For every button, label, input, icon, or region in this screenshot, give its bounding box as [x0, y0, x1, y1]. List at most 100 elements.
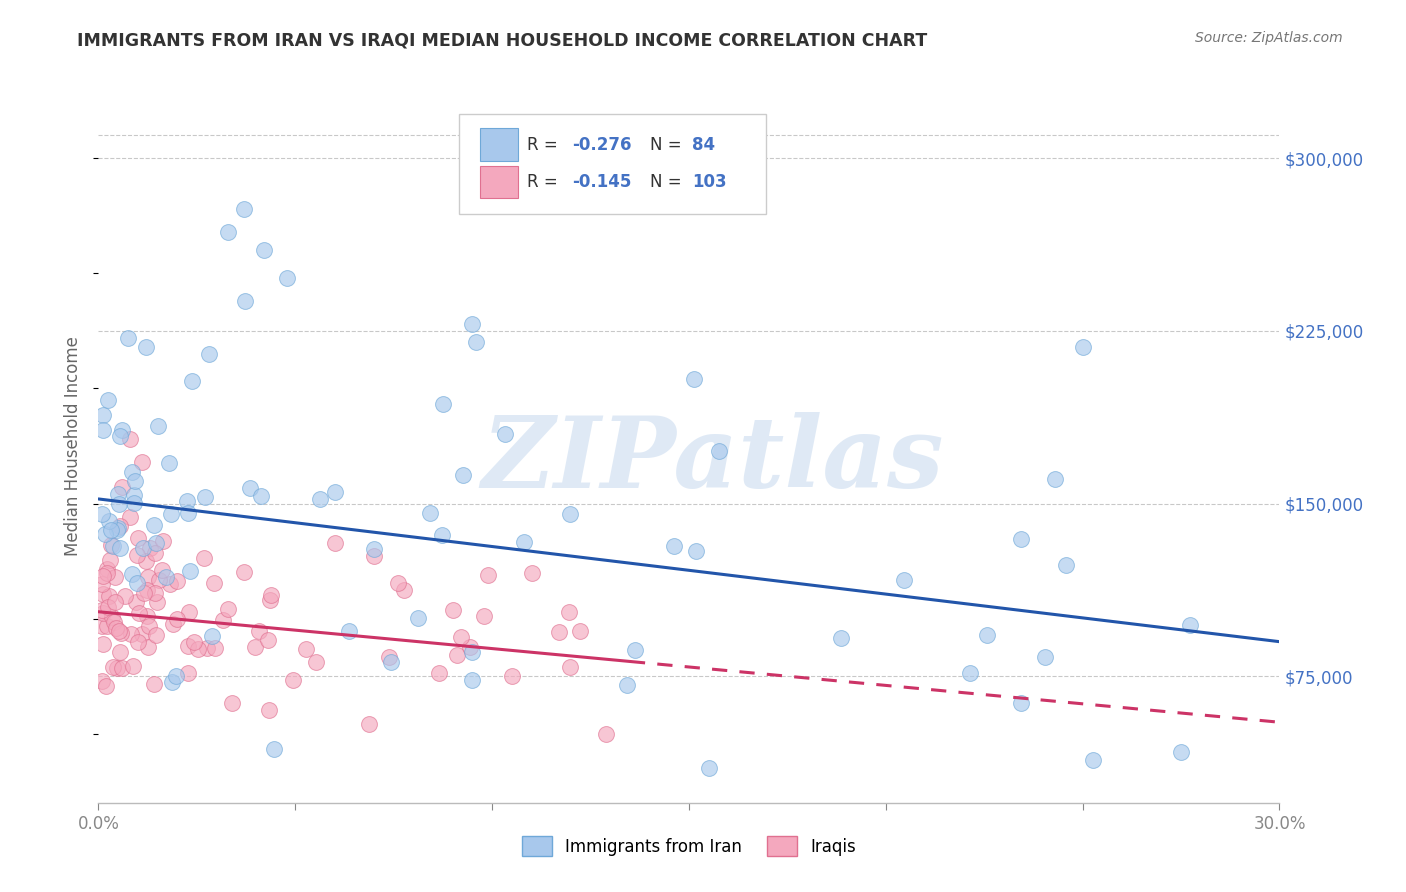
- Point: [450, 630, 472, 644]
- Point: [160, 674, 183, 689]
- Point: [548, 624, 571, 639]
- Point: [323, 485, 346, 500]
- Point: [250, 489, 273, 503]
- Point: [193, 550, 215, 565]
- Point: [127, 634, 149, 648]
- Point: [97, 600, 120, 615]
- Point: [152, 534, 174, 549]
- Point: [107, 497, 129, 511]
- Text: 84: 84: [693, 136, 716, 153]
- Text: 103: 103: [693, 173, 727, 191]
- Point: [176, 494, 198, 508]
- FancyBboxPatch shape: [458, 114, 766, 214]
- Point: [94, 680, 117, 694]
- Point: [221, 696, 243, 710]
- Point: [494, 426, 516, 441]
- Point: [477, 567, 499, 582]
- Point: [406, 611, 429, 625]
- Point: [1081, 753, 1104, 767]
- Point: [150, 563, 173, 577]
- Point: [91, 507, 114, 521]
- Point: [685, 544, 707, 558]
- Point: [139, 541, 162, 555]
- Point: [143, 677, 166, 691]
- Point: [177, 639, 200, 653]
- Point: [101, 659, 124, 673]
- Point: [179, 565, 201, 579]
- Point: [309, 492, 332, 507]
- Point: [217, 602, 239, 616]
- Point: [194, 490, 217, 504]
- Point: [104, 569, 127, 583]
- Point: [419, 506, 441, 520]
- Point: [155, 570, 177, 584]
- Text: R =: R =: [527, 136, 564, 153]
- Point: [253, 244, 276, 258]
- Point: [239, 482, 262, 496]
- Point: [616, 678, 638, 692]
- Point: [257, 703, 280, 717]
- Point: [180, 374, 202, 388]
- Text: R =: R =: [527, 173, 564, 191]
- Point: [662, 539, 685, 553]
- Point: [96, 393, 118, 408]
- Point: [91, 576, 114, 591]
- Point: [148, 419, 170, 434]
- Point: [127, 576, 149, 591]
- Point: [392, 583, 415, 598]
- Point: [427, 665, 450, 680]
- Point: [96, 566, 118, 581]
- Point: [446, 648, 468, 663]
- Point: [138, 619, 160, 633]
- Point: [568, 624, 591, 639]
- Point: [233, 202, 256, 216]
- Point: [114, 589, 136, 603]
- Point: [132, 586, 155, 600]
- Point: [432, 397, 454, 411]
- Point: [166, 611, 188, 625]
- Point: [177, 506, 200, 520]
- Point: [125, 595, 148, 609]
- Point: [125, 548, 148, 562]
- Point: [143, 546, 166, 560]
- Point: [976, 627, 998, 641]
- Point: [458, 640, 481, 654]
- Point: [145, 628, 167, 642]
- Point: [91, 602, 114, 616]
- Point: [257, 633, 280, 648]
- Point: [110, 519, 132, 533]
- Point: [623, 643, 645, 657]
- Point: [378, 650, 401, 665]
- Point: [100, 610, 122, 624]
- FancyBboxPatch shape: [479, 128, 517, 161]
- Point: [202, 576, 225, 591]
- Point: [97, 514, 120, 528]
- Point: [522, 566, 544, 580]
- Text: ZIPatlas: ZIPatlas: [481, 412, 943, 508]
- Point: [281, 673, 304, 687]
- Point: [472, 608, 495, 623]
- Point: [363, 549, 385, 564]
- Point: [183, 635, 205, 649]
- Point: [100, 553, 122, 567]
- Point: [166, 574, 188, 588]
- Point: [197, 347, 219, 361]
- Point: [247, 624, 270, 639]
- Point: [107, 486, 129, 500]
- Point: [232, 566, 254, 580]
- Point: [105, 621, 128, 635]
- Point: [111, 423, 134, 437]
- Point: [107, 520, 129, 534]
- Point: [93, 637, 115, 651]
- Point: [959, 665, 981, 680]
- Point: [97, 589, 120, 603]
- Point: [91, 408, 114, 422]
- Point: [204, 641, 226, 656]
- Point: [177, 666, 200, 681]
- Point: [323, 535, 346, 549]
- Point: [453, 467, 475, 482]
- Point: [305, 655, 328, 669]
- Point: [105, 661, 128, 675]
- Point: [709, 444, 731, 458]
- Point: [380, 656, 402, 670]
